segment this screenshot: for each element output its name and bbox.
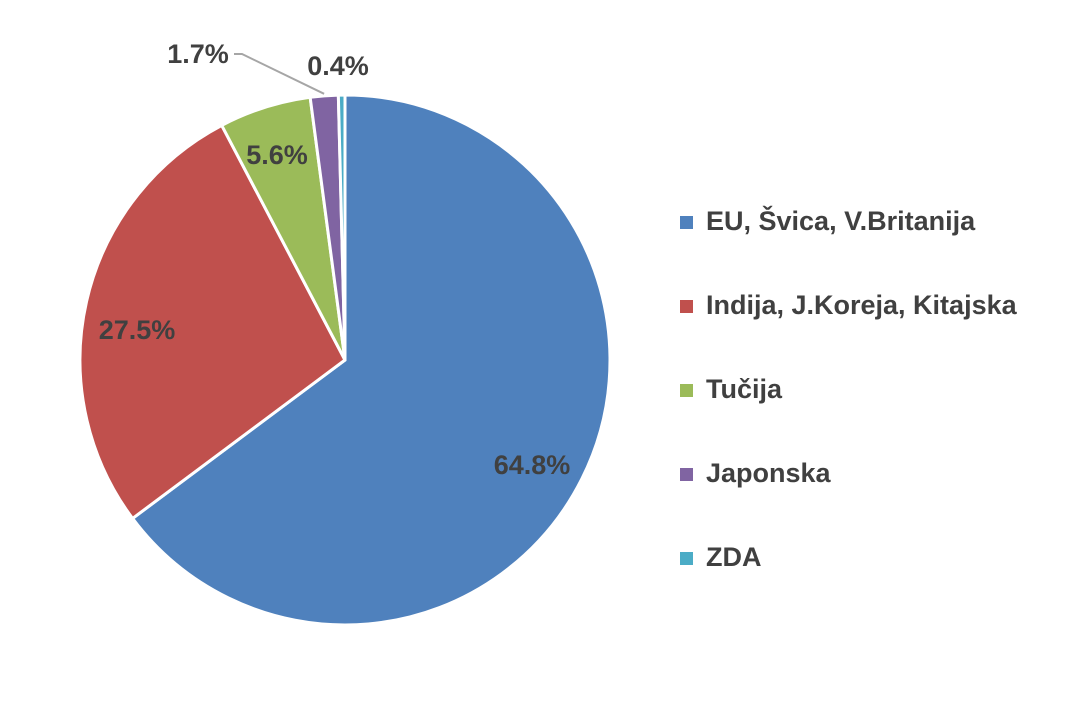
legend-item-zda: ZDA	[680, 542, 762, 572]
legend-item-eu-svica-v-britanija: EU, Švica, V.Britanija	[680, 205, 976, 236]
legend-label: Indija, J.Koreja, Kitajska	[706, 290, 1018, 320]
legend-swatch	[680, 300, 693, 313]
legend-swatch	[680, 216, 693, 229]
data-label-indija-j-koreja-kitajska: 27.5%	[99, 315, 176, 345]
legend-label: ZDA	[706, 542, 762, 572]
leader-line-japonska	[234, 53, 325, 95]
data-label-zda: 0.4%	[307, 51, 369, 81]
legend-item-japonska: Japonska	[680, 458, 832, 488]
data-labels: 64.8% 27.5% 5.6% 1.7% 0.4%	[99, 39, 571, 480]
legend-swatch	[680, 384, 693, 397]
leader-lines	[234, 53, 325, 95]
pie-slices	[78, 93, 612, 627]
legend-item-tucija: Tučija	[680, 374, 783, 404]
legend-swatch	[680, 552, 693, 565]
pie-slice-zda	[336, 93, 347, 362]
data-label-japonska: 1.7%	[167, 39, 229, 69]
legend-swatch	[680, 468, 693, 481]
data-label-tucija: 5.6%	[246, 140, 308, 170]
legend-label: EU, Švica, V.Britanija	[706, 205, 976, 236]
pie-slice-indija-j-koreja-kitajska	[78, 123, 347, 520]
legend: EU, Švica, V.Britanija Indija, J.Koreja, …	[680, 205, 1018, 572]
pie-slice-eu-svica-v-britanija	[131, 93, 612, 627]
legend-label: Japonska	[706, 458, 832, 488]
data-label-eu-svica-v-britanija: 64.8%	[494, 450, 571, 480]
legend-label: Tučija	[706, 374, 783, 404]
legend-item-indija-j-koreja-kitajska: Indija, J.Koreja, Kitajska	[680, 290, 1018, 320]
